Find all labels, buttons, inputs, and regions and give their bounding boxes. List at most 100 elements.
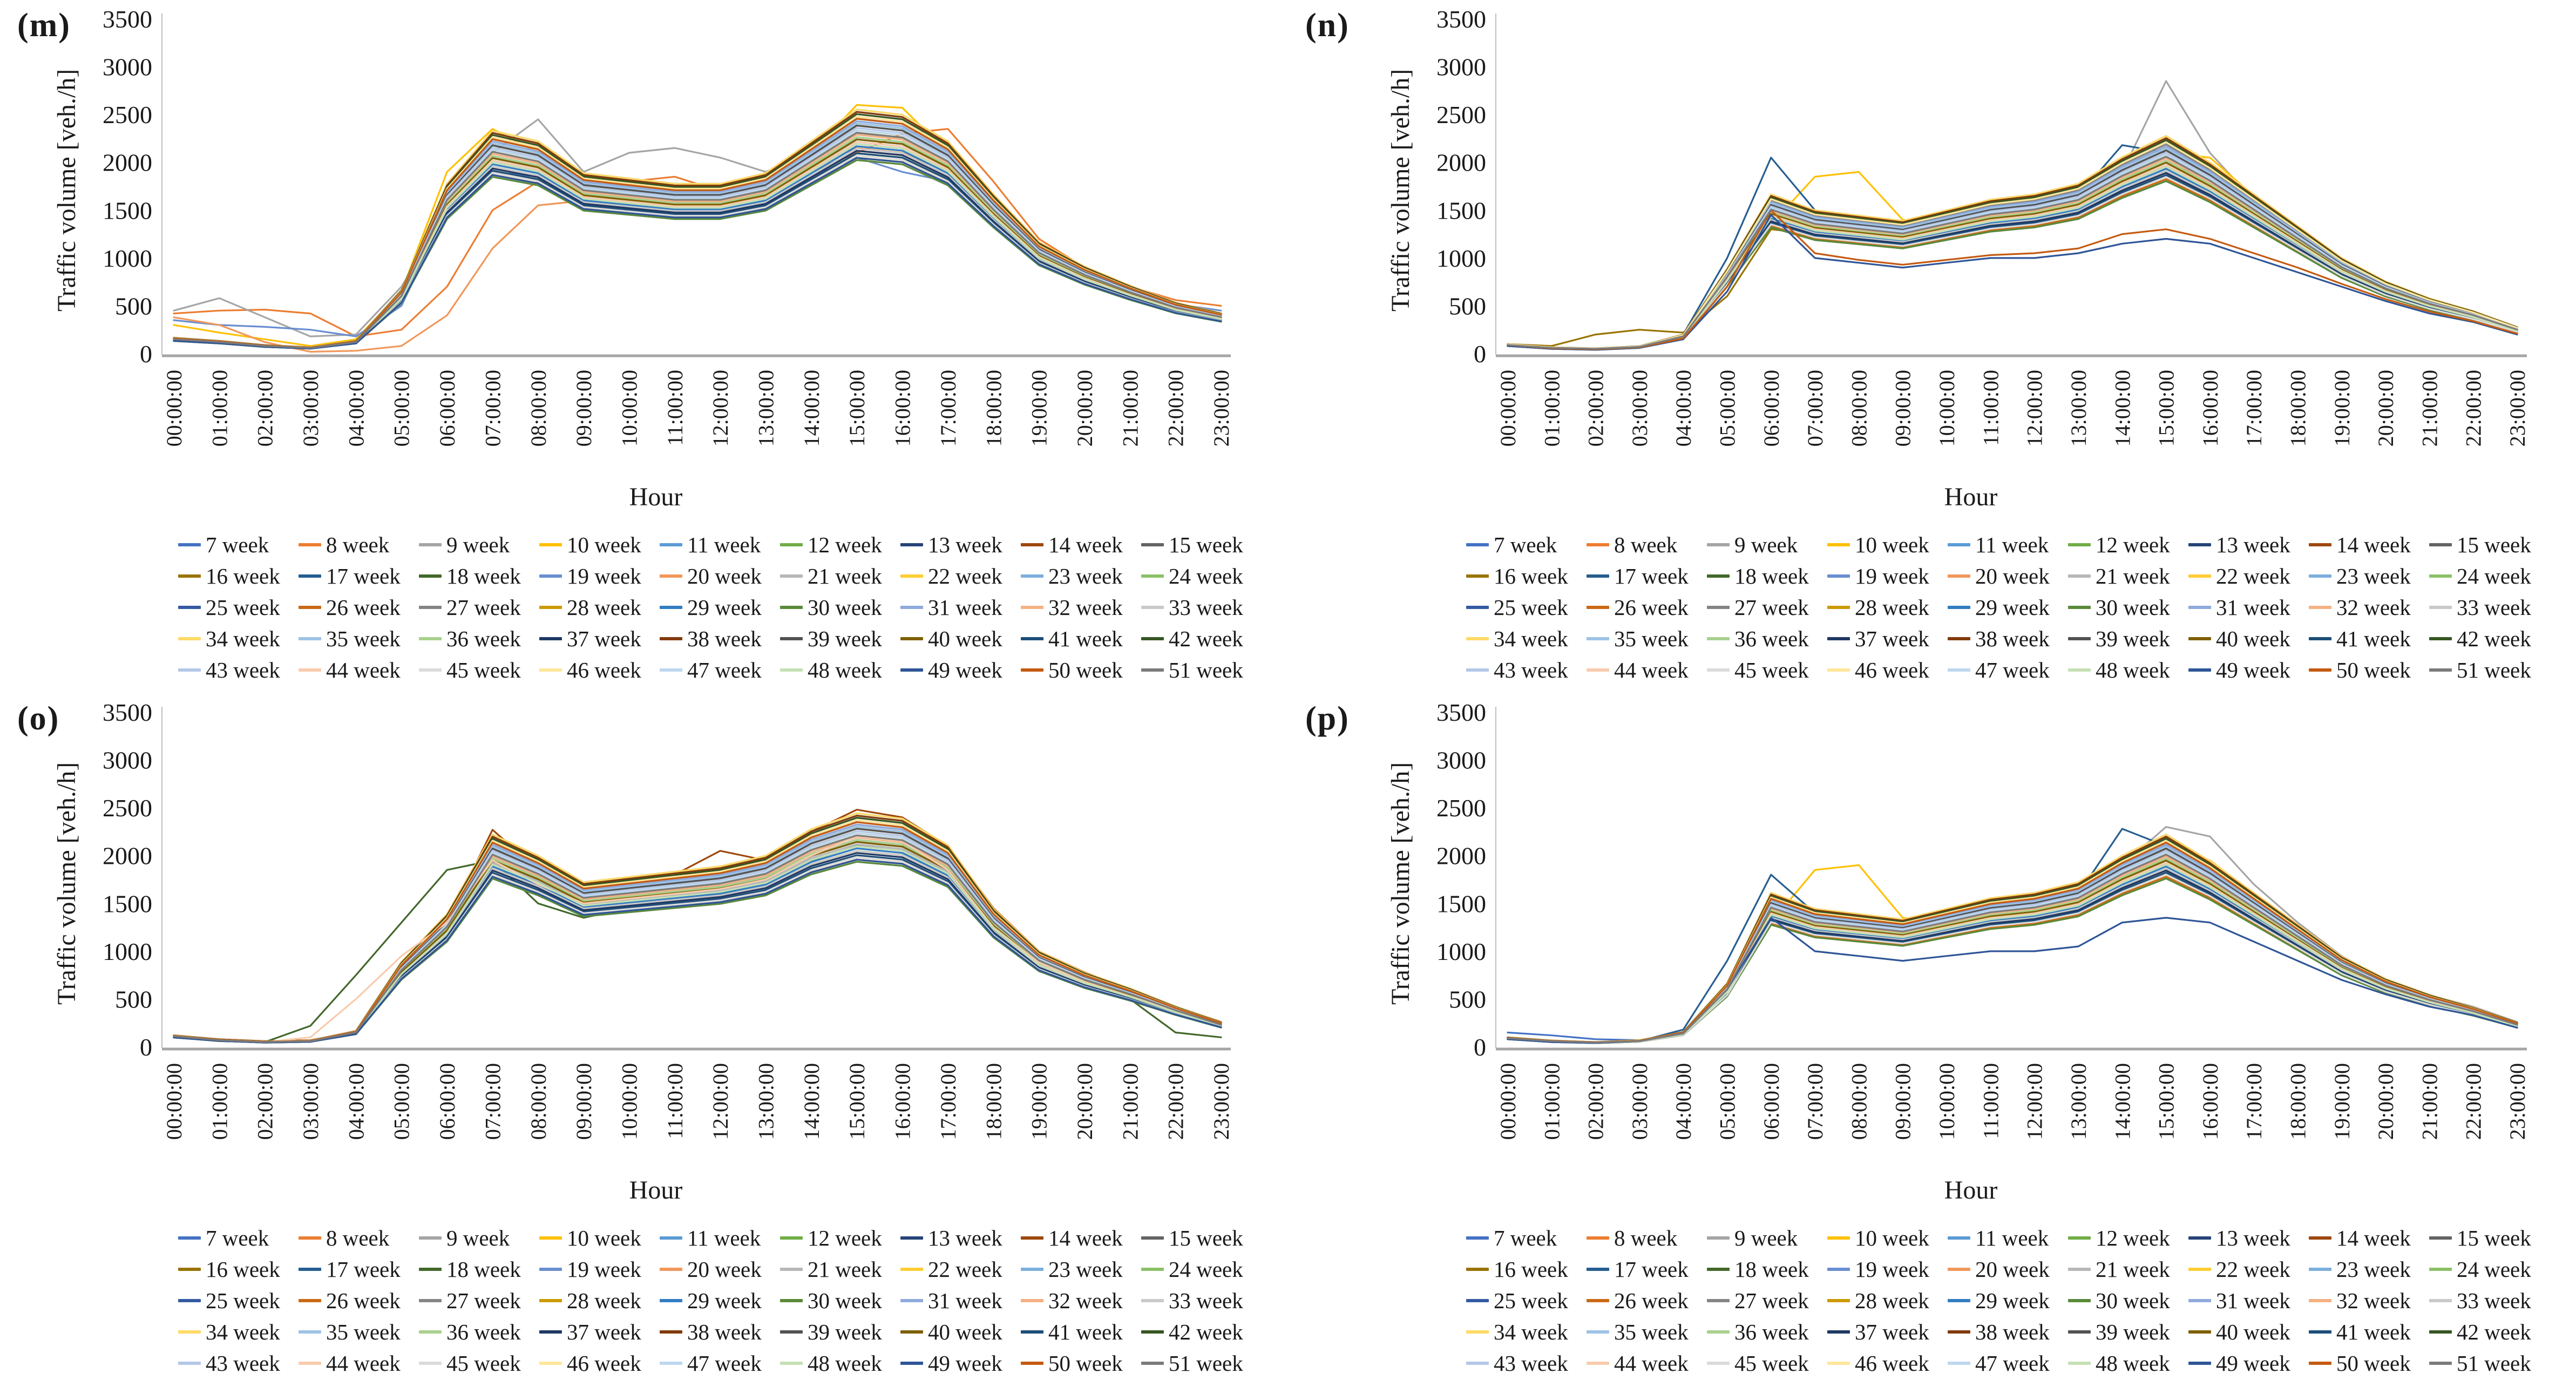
legend-label: 30 week xyxy=(808,1288,882,1313)
legend-item-21-week: 21 week xyxy=(2068,1254,2188,1285)
legend-label: 38 week xyxy=(687,1320,762,1344)
legend-label: 18 week xyxy=(446,564,521,588)
legend-label: 32 week xyxy=(2336,1288,2411,1313)
series-line-28-week xyxy=(1507,155,2518,350)
series-line-39-week xyxy=(173,828,1222,1043)
panel-n: (n) Traffic volume [veh./h] 0 500 1000 1500… xyxy=(1288,0,2576,693)
legend-label: 11 week xyxy=(1975,1226,2049,1250)
legend-swatch xyxy=(900,1330,923,1334)
series-line-35-week xyxy=(1507,147,2518,350)
legend-swatch xyxy=(1141,1268,1164,1271)
y-tick-label: 0 xyxy=(1474,1033,1486,1061)
legend-label: 11 week xyxy=(687,532,761,557)
legend-swatch xyxy=(1707,637,1730,640)
legend-swatch xyxy=(2429,574,2452,578)
legend-item-10-week: 10 week xyxy=(1827,529,1948,560)
legend-item-9-week: 9 week xyxy=(419,1222,539,1254)
legend-swatch xyxy=(1707,574,1730,578)
legend-swatch xyxy=(299,1330,321,1334)
legend-label: 46 week xyxy=(567,658,641,682)
x-tick-label: 06:00:00 xyxy=(1759,1063,1784,1140)
legend-label: 13 week xyxy=(2216,1226,2290,1250)
legend-swatch xyxy=(1021,1268,1043,1271)
legend-item-16-week: 16 week xyxy=(1466,560,1587,592)
series-line-37-week xyxy=(173,150,1222,349)
series-line-21-week xyxy=(173,141,1222,349)
x-axis-title: Hour xyxy=(629,483,683,511)
legend-item-37-week: 37 week xyxy=(1827,1316,1948,1348)
x-tick-label: 00:00:00 xyxy=(162,370,186,446)
legend-label: 27 week xyxy=(446,595,521,620)
series-line-21-week xyxy=(1507,164,2518,350)
y-tick-label: 2500 xyxy=(103,101,152,128)
legend-swatch xyxy=(1021,1236,1043,1240)
legend-label: 25 week xyxy=(1494,1288,1568,1313)
legend-label: 28 week xyxy=(567,1288,641,1313)
legend-swatch xyxy=(2309,1236,2331,1240)
legend-label: 40 week xyxy=(2216,626,2290,651)
legend-swatch xyxy=(900,637,923,640)
legend-label: 22 week xyxy=(928,564,1002,588)
legend-swatch xyxy=(419,637,442,640)
x-tick-label: 15:00:00 xyxy=(2154,370,2179,446)
x-tick-label: 20:00:00 xyxy=(2374,370,2398,446)
x-tick-label: 22:00:00 xyxy=(2462,370,2486,446)
legend-item-46-week: 46 week xyxy=(539,1348,660,1379)
legend-swatch xyxy=(900,668,923,672)
x-tick-label: 12:00:00 xyxy=(708,370,733,446)
legend-swatch xyxy=(2188,1330,2211,1334)
legend-label: 17 week xyxy=(1614,564,1689,588)
series-line-11-week xyxy=(173,109,1222,348)
series-line-24-week xyxy=(173,832,1222,1043)
legend-item-46-week: 46 week xyxy=(1827,654,1948,686)
legend-label: 12 week xyxy=(2096,532,2170,557)
series-line-44-week xyxy=(173,835,1222,1043)
legend-label: 46 week xyxy=(1855,658,1929,682)
x-tick-label: 03:00:00 xyxy=(1628,1063,1652,1140)
series-line-25-week xyxy=(173,143,1222,349)
series-line-47-week xyxy=(1507,153,2518,350)
legend-swatch xyxy=(1587,606,1609,609)
legend-label: 12 week xyxy=(808,1226,882,1250)
legend-label: 31 week xyxy=(2216,595,2290,620)
y-tick-label: 0 xyxy=(140,1033,152,1061)
legend-item-43-week: 43 week xyxy=(1466,654,1587,686)
legend-swatch xyxy=(900,543,923,546)
legend-swatch xyxy=(419,668,442,672)
legend-swatch xyxy=(2309,574,2331,578)
legend-item-51-week: 51 week xyxy=(2429,654,2550,686)
legend-label: 51 week xyxy=(1169,658,1243,682)
legend-label: 46 week xyxy=(567,1351,641,1376)
series-line-44-week xyxy=(1507,164,2518,350)
legend-swatch xyxy=(178,637,201,640)
legend-swatch xyxy=(1141,1299,1164,1302)
series-line-51-week xyxy=(1507,854,2518,1044)
legend-label: 26 week xyxy=(326,1288,401,1313)
legend-item-44-week: 44 week xyxy=(299,654,419,686)
x-tick-label: 20:00:00 xyxy=(1073,1063,1097,1140)
series-line-28-week xyxy=(173,132,1222,349)
legend-item-44-week: 44 week xyxy=(1587,654,1707,686)
series-line-32-week xyxy=(173,133,1222,349)
legend-item-36-week: 36 week xyxy=(1707,623,1827,654)
legend-swatch xyxy=(2309,1362,2331,1365)
legend-swatch xyxy=(419,543,442,546)
legend-swatch xyxy=(900,574,923,578)
y-tick-label: 3500 xyxy=(1436,5,1486,33)
legend-item-29-week: 29 week xyxy=(660,592,780,623)
legend-item-15-week: 15 week xyxy=(1141,1222,1262,1254)
legend-label: 20 week xyxy=(1975,564,2050,588)
legend-swatch xyxy=(1948,1299,1970,1302)
legend-label: 9 week xyxy=(1734,532,1798,557)
series-line-36-week xyxy=(173,136,1222,349)
legend-label: 45 week xyxy=(446,658,521,682)
legend-item-24-week: 24 week xyxy=(2429,560,2550,592)
series-line-31-week xyxy=(173,120,1222,349)
y-tick-label: 1500 xyxy=(1436,197,1486,224)
legend-label: 31 week xyxy=(2216,1288,2290,1313)
series-line-12-week xyxy=(1507,845,2518,1044)
legend-label: 32 week xyxy=(1048,595,1123,620)
panel-label-n: (n) xyxy=(1305,7,1350,44)
legend-label: 42 week xyxy=(2457,626,2531,651)
x-tick-label: 14:00:00 xyxy=(799,370,824,446)
